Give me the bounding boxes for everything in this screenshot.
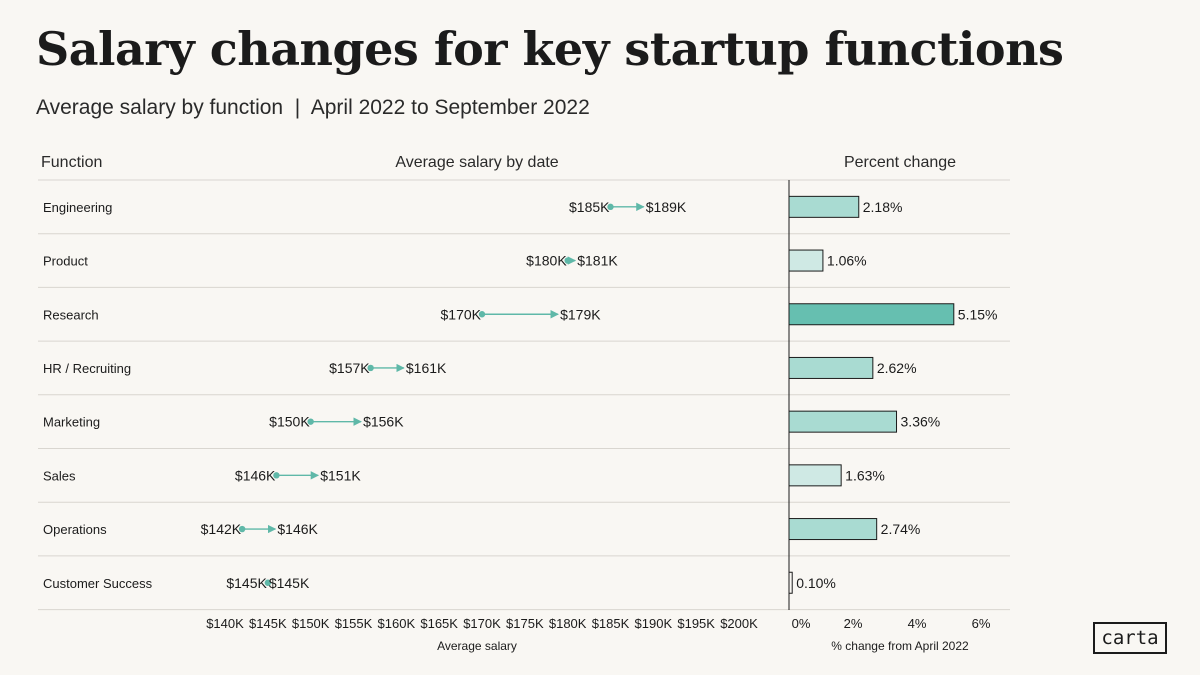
end-value-label: $161K [406, 360, 447, 376]
start-value-label: $145K [226, 575, 267, 591]
function-column-header: Function [41, 154, 103, 171]
start-point [273, 472, 280, 479]
salary-tick-label: $145K [249, 616, 287, 631]
start-value-label: $170K [441, 306, 482, 322]
salary-tick-label: $185K [592, 616, 630, 631]
end-value-label: $145K [269, 575, 310, 591]
salary-column-header: Average salary by date [395, 154, 559, 171]
start-value-label: $150K [269, 414, 310, 430]
salary-tick-label: $175K [506, 616, 544, 631]
percent-bar [788, 518, 878, 541]
category-label: Customer Success [43, 576, 153, 591]
percent-bar [788, 195, 860, 218]
carta-logo: carta [1093, 622, 1167, 654]
end-value-label: $156K [363, 414, 404, 430]
start-point [478, 311, 486, 318]
chart-subtitle: Average salary by function | April 2022 … [36, 96, 590, 119]
percent-tick-label: 0% [792, 616, 811, 631]
percent-value-label: 0.10% [796, 575, 836, 591]
percent-bar [788, 356, 874, 379]
percent-bar [788, 249, 824, 272]
percent-bar [788, 303, 955, 326]
category-label: Sales [43, 468, 76, 483]
start-value-label: $180K [526, 253, 567, 269]
axes: $140K $145K $150K $155K $160K $165K $170K $175K… [206, 180, 991, 653]
percent-bar [788, 410, 898, 433]
end-value-label: $189K [646, 199, 687, 215]
percent-tick-label: 2% [844, 616, 863, 631]
salary-tick-label: $180K [549, 616, 587, 631]
salary-tick-label: $170K [463, 616, 501, 631]
category-label: HR / Recruiting [43, 361, 131, 376]
percent-axis-label: % change from April 2022 [831, 639, 969, 653]
percent-value-label: 2.74% [881, 521, 921, 537]
percent-tick-label: 4% [908, 616, 927, 631]
start-point [607, 203, 614, 211]
start-value-label: $157K [329, 360, 370, 376]
end-value-label: $179K [560, 306, 601, 322]
category-labels: Engineering Product Research HR / Recruitin… [43, 200, 153, 591]
salary-dumbbells: $185K $189K $180K $181K $170K $179K $157K $161K… [201, 199, 687, 591]
category-label: Marketing [43, 415, 100, 430]
category-label: Operations [43, 522, 107, 537]
category-label: Engineering [43, 200, 112, 215]
category-label: Research [43, 307, 99, 322]
start-value-label: $142K [201, 521, 242, 537]
percent-value-label: 5.15% [958, 306, 998, 322]
salary-tick-label: $160K [378, 616, 416, 631]
percent-value-label: 3.36% [901, 414, 941, 430]
salary-tick-label: $195K [677, 616, 715, 631]
salary-tick-label: $190K [635, 616, 673, 631]
start-value-label: $185K [569, 199, 610, 215]
percent-bars: 2.18% 1.06% 5.15% 2.62% 3.36% 1.63% 2.74% 0.10% [788, 195, 998, 594]
start-point [307, 418, 314, 425]
start-point [367, 364, 374, 372]
percent-value-label: 2.18% [863, 199, 903, 215]
change-column-header: Percent change [843, 154, 957, 171]
chart-title: Salary changes for key startup functions [36, 22, 1064, 76]
end-value-label: $151K [320, 467, 361, 483]
percent-tick-label: 6% [972, 616, 991, 631]
end-value-label: $146K [277, 521, 318, 537]
start-point [564, 257, 571, 264]
start-point [238, 525, 246, 533]
start-value-label: $146K [235, 467, 276, 483]
end-value-label: $181K [577, 253, 618, 269]
percent-bar [788, 464, 842, 487]
category-label: Product [43, 254, 88, 269]
start-point [264, 579, 272, 586]
salary-axis-label: Average salary [437, 639, 517, 653]
salary-tick-label: $155K [335, 616, 373, 631]
percent-value-label: 2.62% [877, 360, 917, 376]
percent-value-label: 1.06% [827, 253, 867, 269]
percent-value-label: 1.63% [845, 467, 885, 483]
salary-tick-label: $200K [720, 616, 758, 631]
row-gridlines [38, 179, 1010, 611]
salary-tick-label: $140K [206, 616, 244, 631]
salary-tick-label: $165K [420, 616, 458, 631]
salary-tick-label: $150K [292, 616, 330, 631]
